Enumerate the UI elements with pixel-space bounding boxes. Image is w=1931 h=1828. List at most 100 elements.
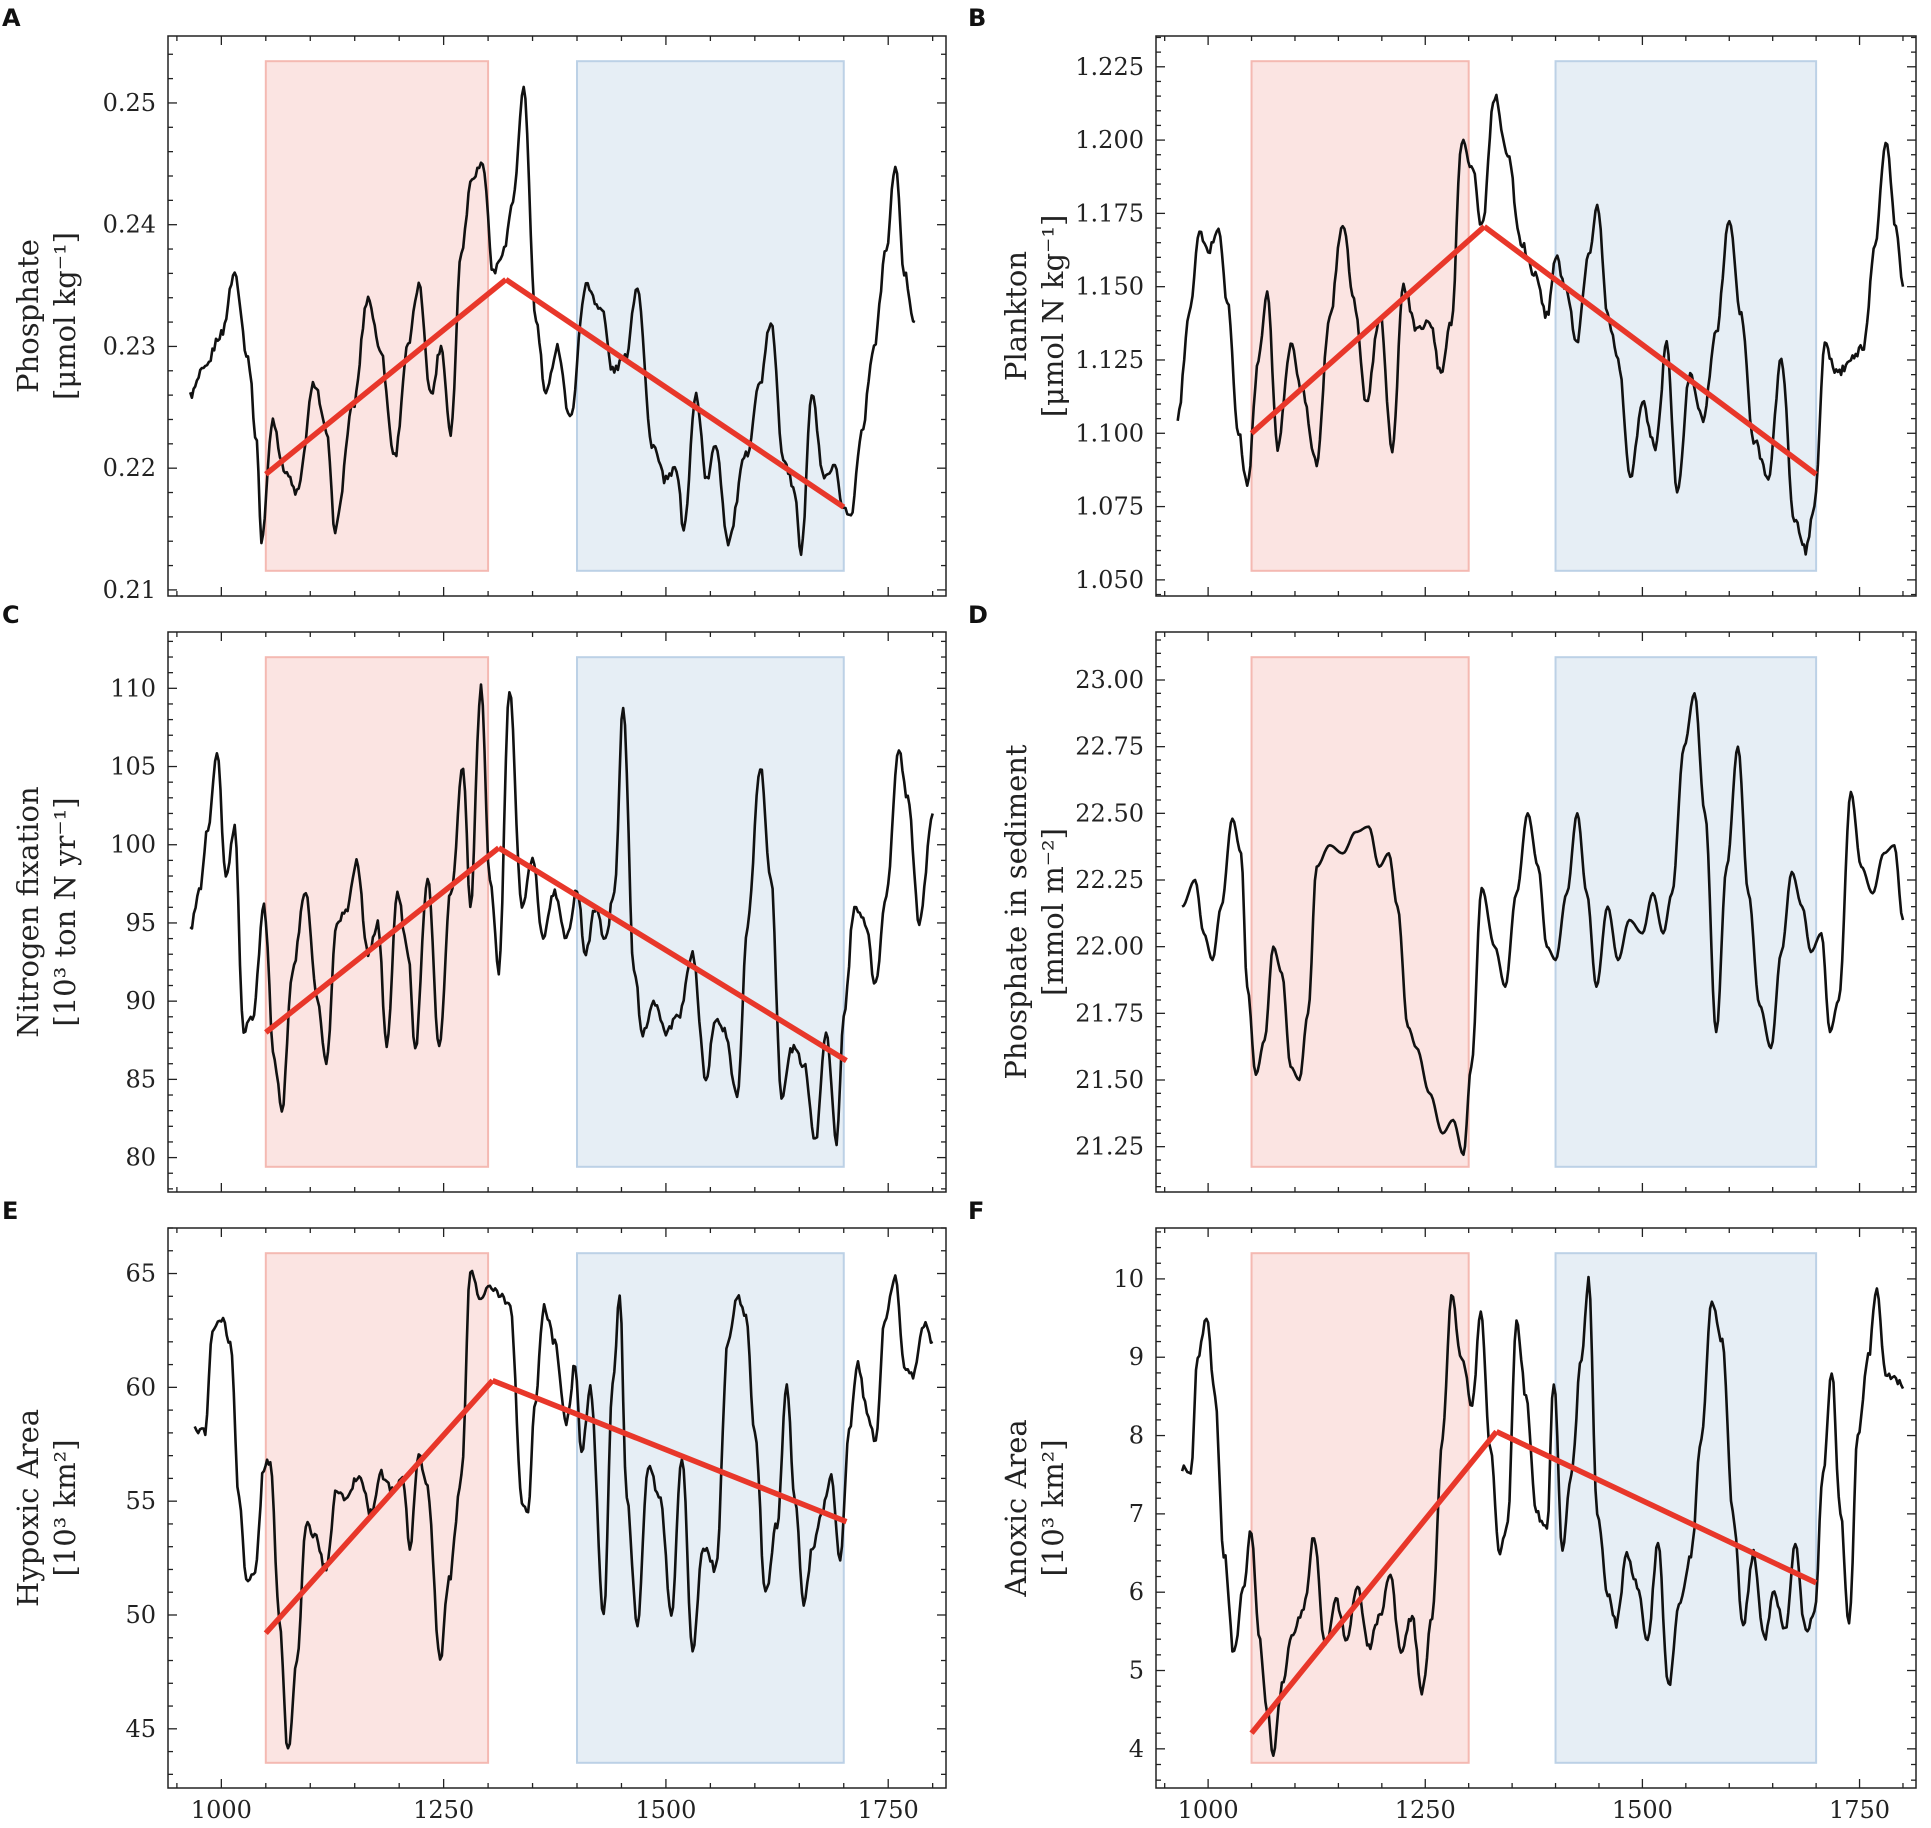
panel-e: 45 50 55 60 65 1000 1250 1500 1750 Hypoxic Area [1… xyxy=(2,1197,947,1824)
panel-f-ytick-label: 6 xyxy=(1129,1578,1144,1606)
panel-f-trend-line-2 xyxy=(1495,1429,1818,1586)
panel-a-ytick-label: 0.22 xyxy=(103,454,156,482)
panel-d-ytick-label: 23.00 xyxy=(1075,666,1144,694)
panel-c-ytick-label: 85 xyxy=(125,1065,156,1093)
panel-f-ylabel-line-1: Anoxic Area xyxy=(999,1419,1033,1597)
panel-c-trend-line-2 xyxy=(497,845,848,1063)
panel-d-ytick-label: 22.25 xyxy=(1075,866,1144,894)
panel-e-xtick-label: 1000 xyxy=(191,1796,252,1824)
panel-b: 1.050 1.075 1.100 1.125 1.150 1.175 1.200 1.225… xyxy=(968,4,1917,597)
panel-d-series-line xyxy=(1181,692,1905,1156)
panel-f-ytick-label: 7 xyxy=(1129,1500,1144,1528)
panel-f-series-line xyxy=(1180,1275,1905,1757)
panel-e-xtick-label: 1750 xyxy=(858,1796,919,1824)
panel-d-ytick-label: 22.50 xyxy=(1075,799,1144,827)
panel-d-ytick-label: 22.75 xyxy=(1075,733,1144,761)
panel-b-ytick-label: 1.125 xyxy=(1075,346,1144,374)
panel-b-trend-line-2 xyxy=(1482,224,1818,477)
panel-c-ytick-label: 90 xyxy=(125,987,156,1015)
panel-b-letter: B xyxy=(968,4,986,32)
panel-d-shaded-period-2 xyxy=(1554,656,1818,1168)
panel-e-xtick-label: 1250 xyxy=(413,1796,474,1824)
panel-e-trend-line-1 xyxy=(263,1378,495,1636)
panel-b-trend-line-1 xyxy=(1249,224,1487,436)
panel-c: 80 85 90 95 100 105 110 Nitrogen fixation [10³ t… xyxy=(2,601,947,1193)
panel-c-shaded-period-1 xyxy=(264,656,490,1168)
panel-f-xtick-label: 1250 xyxy=(1395,1796,1456,1824)
panel-b-series-line xyxy=(1176,93,1905,556)
panel-c-ylabel-line-2: [10³ ton N yr⁻¹] xyxy=(48,797,82,1026)
panel-f-ytick-label: 5 xyxy=(1129,1657,1144,1685)
panel-e-xtick-label: 1500 xyxy=(635,1796,696,1824)
panel-c-shaded-period-2 xyxy=(576,656,845,1168)
panel-e-ytick-label: 65 xyxy=(125,1260,156,1288)
panel-e-ytick-label: 60 xyxy=(125,1373,156,1401)
panel-d: 21.25 21.50 21.75 22.00 22.25 22.50 22.75 23.00… xyxy=(968,601,1917,1193)
panel-b-ytick-label: 1.050 xyxy=(1075,566,1144,594)
panel-f-ytick-label: 8 xyxy=(1129,1422,1144,1450)
panel-e-ytick-label: 50 xyxy=(125,1601,156,1629)
panel-d-ylabel-line-2: [mmol m⁻²] xyxy=(1036,828,1070,996)
panel-c-ytick-label: 100 xyxy=(110,831,156,859)
panel-b-ytick-label: 1.200 xyxy=(1075,126,1144,154)
panel-d-ylabel-line-1: Phosphate in sediment xyxy=(999,744,1033,1079)
panel-d-shaded-period-1 xyxy=(1250,656,1470,1168)
panel-a-ytick-label: 0.24 xyxy=(103,211,156,239)
panel-d-letter: D xyxy=(968,601,988,629)
panel-c-ytick-label: 105 xyxy=(110,753,156,781)
panel-e-frame xyxy=(167,1227,947,1789)
panel-f-xtick-label: 1750 xyxy=(1829,1796,1890,1824)
panel-b-shaded-period-2 xyxy=(1554,60,1818,572)
panel-d-ytick-label: 21.50 xyxy=(1075,1066,1144,1094)
panel-c-trend-line-1 xyxy=(264,845,501,1035)
panel-f-ylabel-line-2: [10³ km²] xyxy=(1036,1439,1070,1576)
panel-f-letter: F xyxy=(968,1197,984,1225)
panel-b-ytick-label: 1.225 xyxy=(1075,53,1144,81)
panel-c-ylabel-line-1: Nitrogen fixation xyxy=(11,786,45,1037)
panel-c-series-line xyxy=(189,683,934,1147)
panel-a-ytick-label: 0.21 xyxy=(103,576,156,604)
panel-a-ylabel-line-2: [μmol kg⁻¹] xyxy=(48,232,82,400)
panel-f-trend-line-1 xyxy=(1249,1429,1499,1735)
panel-e-ytick-label: 55 xyxy=(125,1487,156,1515)
panel-a-frame xyxy=(167,35,947,597)
panel-b-ytick-label: 1.150 xyxy=(1075,273,1144,301)
panel-c-letter: C xyxy=(2,601,20,629)
panel-a-ylabel-line-1: Phosphate xyxy=(11,239,45,393)
panel-e-trend-line-2 xyxy=(491,1377,848,1525)
panel-d-ytick-label: 22.00 xyxy=(1075,933,1144,961)
panel-d-frame xyxy=(1155,631,1917,1193)
panel-f: 4 5 6 7 8 9 10 1000 1250 1500 1750 Anoxic Area [10³ … xyxy=(968,1197,1917,1824)
panel-f-xtick-label: 1000 xyxy=(1178,1796,1239,1824)
panel-e-ytick-label: 45 xyxy=(125,1715,156,1743)
panel-e-letter: E xyxy=(2,1197,18,1225)
panel-a-shaded-period-2 xyxy=(576,60,845,572)
panel-b-ytick-label: 1.100 xyxy=(1075,419,1144,447)
panel-a-ytick-label: 0.23 xyxy=(103,332,156,360)
panel-b-ylabel-line-1: Plankton xyxy=(999,251,1033,381)
panel-a-series-line xyxy=(188,85,916,557)
panel-a-letter: A xyxy=(2,4,21,32)
panel-f-shaded-period-2 xyxy=(1554,1252,1818,1764)
panel-a-trend-line-1 xyxy=(264,277,508,477)
panel-b-shaded-period-1 xyxy=(1250,60,1470,572)
panel-d-ytick-label: 21.25 xyxy=(1075,1133,1144,1161)
panel-f-frame xyxy=(1155,1227,1917,1789)
panel-a: 0.21 0.22 0.23 0.24 0.25 Phosphate [μmol kg⁻¹]… xyxy=(2,4,947,604)
panel-f-ytick-label: 10 xyxy=(1113,1265,1144,1293)
panel-a-ytick-label: 0.25 xyxy=(103,89,156,117)
panel-f-xtick-label: 1500 xyxy=(1612,1796,1673,1824)
panel-f-ytick-label: 9 xyxy=(1129,1343,1144,1371)
panel-e-series-line xyxy=(193,1269,934,1750)
panel-e-ylabel-line-1: Hypoxic Area xyxy=(11,1409,45,1607)
panel-f-ytick-label: 4 xyxy=(1129,1735,1144,1763)
panel-e-ylabel-line-2: [10³ km²] xyxy=(48,1439,82,1576)
panel-b-ytick-label: 1.175 xyxy=(1075,199,1144,227)
panel-a-trend-line-2 xyxy=(504,277,846,510)
panel-d-ytick-label: 21.75 xyxy=(1075,999,1144,1027)
panel-c-ytick-label: 80 xyxy=(125,1144,156,1172)
panel-c-ytick-label: 110 xyxy=(110,674,156,702)
panel-c-ytick-label: 95 xyxy=(125,909,156,937)
panel-b-ylabel-line-2: [μmol N kg⁻¹] xyxy=(1036,215,1070,418)
